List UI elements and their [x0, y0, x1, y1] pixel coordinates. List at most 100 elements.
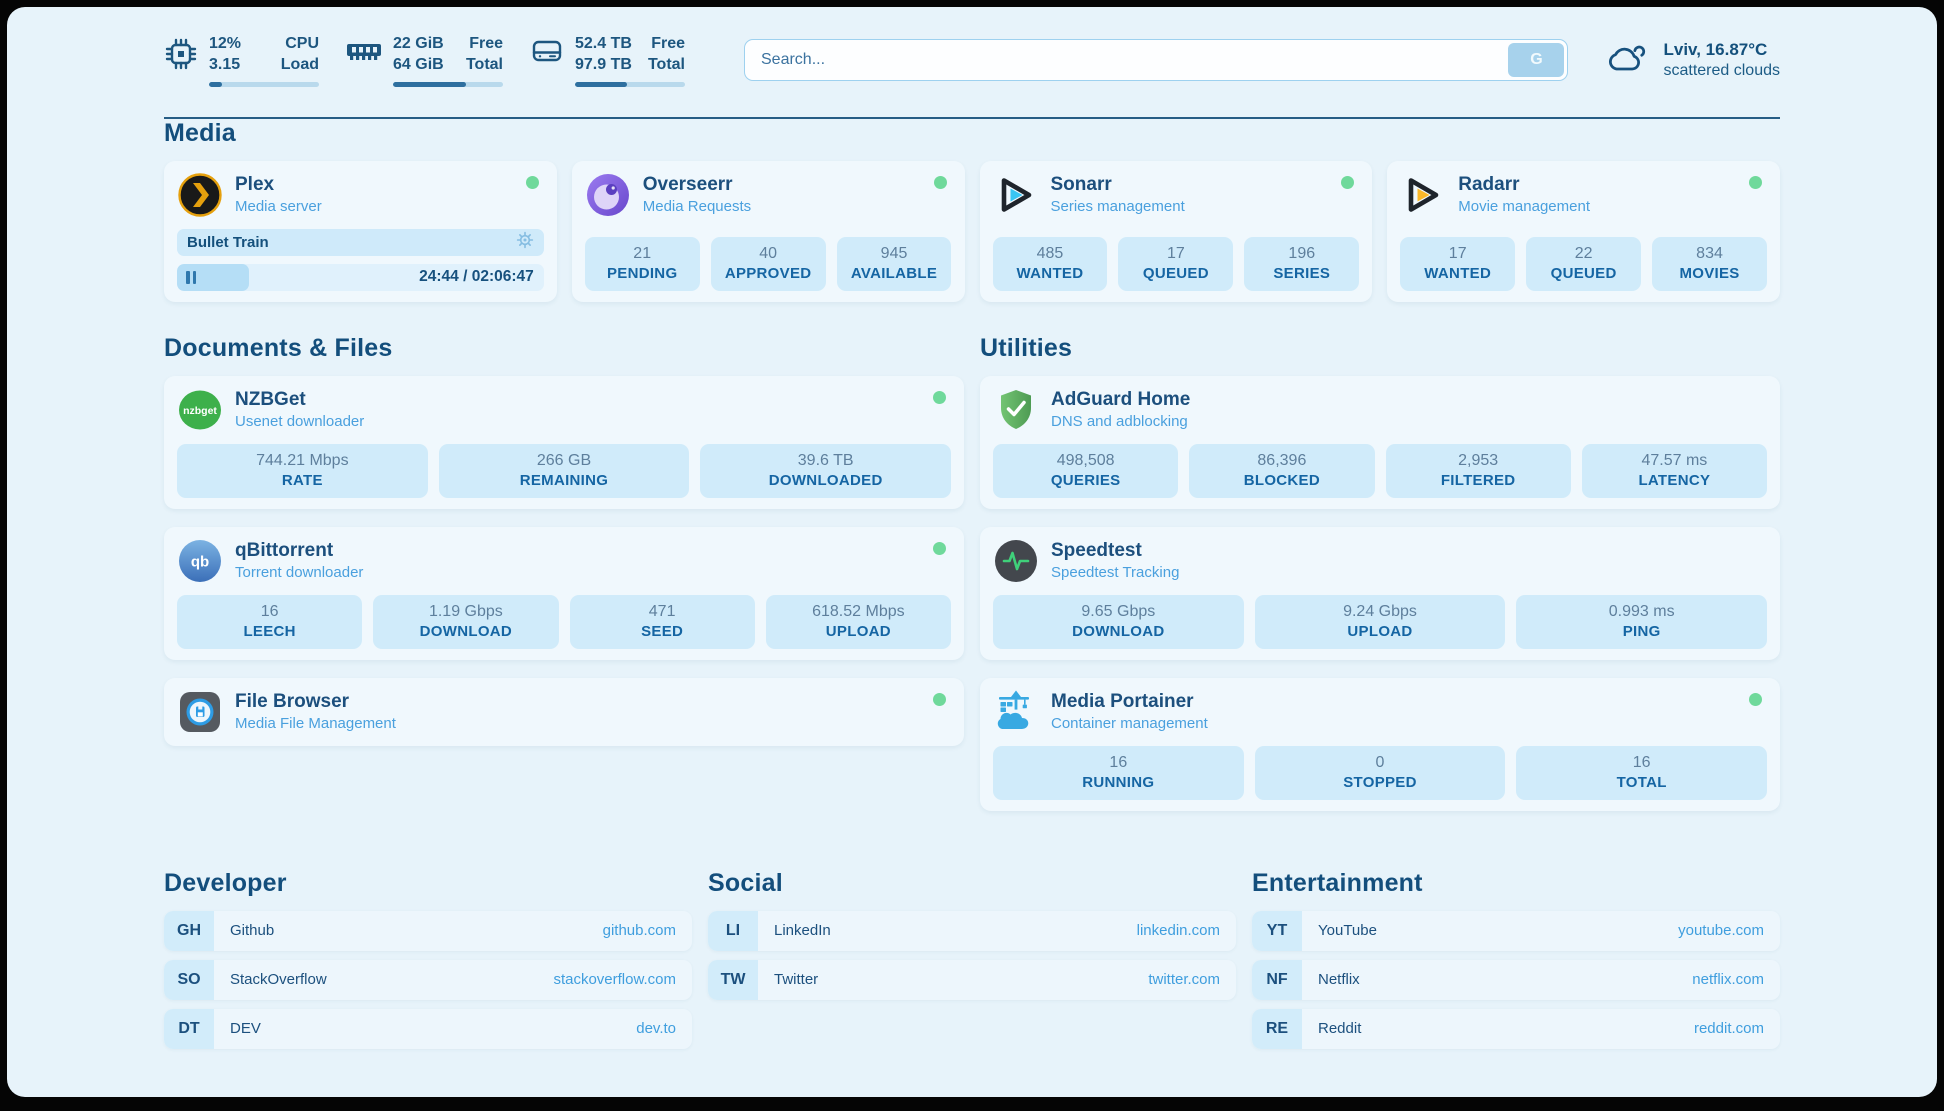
top-bar: 12% CPU 3.15 Load	[164, 7, 1780, 87]
stat-value: 47.57 ms	[1641, 452, 1708, 470]
stat-label: SEED	[641, 623, 684, 641]
stat-tile: 471 SEED	[569, 594, 755, 649]
status-dot	[1341, 175, 1355, 189]
now-playing-progress-bar: 24:44 / 02:06:47	[177, 263, 544, 291]
link-badge: RE	[1252, 1008, 1302, 1049]
stat-tile: 744.21 Mbps RATE	[177, 443, 428, 498]
app-subtitle: Usenet downloader	[235, 413, 365, 431]
link-name: Twitter	[774, 971, 819, 989]
stat-value: 0.993 ms	[1608, 603, 1675, 621]
stat-label: STOPPED	[1343, 774, 1417, 792]
stat-label: DOWNLOADED	[768, 472, 883, 490]
link-name: YouTube	[1318, 922, 1377, 940]
qbittorrent-icon: qb	[177, 538, 223, 584]
cpu-usage-widget: 12% CPU 3.15 Load	[164, 34, 319, 87]
app-card-portainer[interactable]: Media Portainer Container management 16 …	[980, 677, 1780, 811]
app-card-nzbget[interactable]: nzbget NZBGet Usenet downloader 744.21 M…	[164, 375, 964, 509]
stat-value: 9.24 Gbps	[1343, 603, 1417, 621]
app-card-radarr[interactable]: Radarr Movie management 17 WANTED 22 QUE…	[1387, 160, 1780, 302]
app-subtitle: Media Requests	[642, 198, 752, 216]
link-row-youtube[interactable]: YT YouTube youtube.com	[1252, 910, 1780, 951]
disk-free-value: 52.4 TB	[575, 35, 632, 52]
app-title: Overseerr	[642, 174, 733, 196]
ram-free-value: 22 GiB	[393, 35, 444, 52]
gear-icon	[516, 231, 534, 254]
stat-tile: 945 AVAILABLE	[836, 236, 952, 291]
stat-tile: 47.57 ms LATENCY	[1581, 443, 1767, 498]
link-row-github[interactable]: GH Github github.com	[164, 910, 692, 951]
link-row-twitter[interactable]: TW Twitter twitter.com	[708, 959, 1236, 1000]
ram-usage-widget: 22 GiB Free 64 GiB Total	[346, 34, 503, 87]
overseerr-icon	[585, 172, 631, 218]
link-badge: NF	[1252, 959, 1302, 1000]
stat-tile: 0.993 ms PING	[1516, 594, 1767, 649]
stat-label: LEECH	[243, 623, 296, 641]
app-card-qbittorrent[interactable]: qb qBittorrent Torrent downloader 16 LEE…	[164, 526, 964, 660]
link-row-reddit[interactable]: RE Reddit reddit.com	[1252, 1008, 1780, 1049]
section-title-documents: Documents & Files	[164, 333, 393, 362]
status-dot	[1749, 175, 1762, 189]
stat-label: UPLOAD	[1347, 623, 1413, 641]
weather-location-temp: Lviv, 16.87°C	[1663, 40, 1768, 60]
weather-condition: scattered clouds	[1663, 62, 1780, 80]
ram-total-label: Total	[465, 55, 503, 73]
stat-value: 40	[759, 245, 778, 263]
stat-tile: 86,396 BLOCKED	[1189, 443, 1375, 498]
cpu-load-label: Load	[280, 55, 319, 73]
cloud-icon	[1604, 40, 1650, 81]
app-card-filebrowser[interactable]: File Browser Media File Management	[164, 677, 964, 746]
stat-value: 498,508	[1056, 452, 1115, 470]
stat-tile: 16 RUNNING	[993, 745, 1244, 800]
social-links: Social LI LinkedIn linkedin.com TW Twitt…	[708, 869, 1236, 1000]
link-row-stackoverflow[interactable]: SO StackOverflow stackoverflow.com	[164, 959, 692, 1000]
pause-icon	[186, 270, 196, 284]
stat-tile: 9.65 Gbps DOWNLOAD	[993, 594, 1244, 649]
stat-label: PING	[1622, 623, 1661, 641]
link-badge: SO	[164, 959, 214, 1000]
link-row-netflix[interactable]: NF Netflix netflix.com	[1252, 959, 1780, 1000]
stat-tile: 21 PENDING	[584, 236, 700, 291]
app-card-overseerr[interactable]: Overseerr Media Requests 21 PENDING 40 A…	[571, 160, 965, 302]
disk-progress-bar	[575, 81, 685, 87]
stat-tile: 196 SERIES	[1244, 236, 1360, 291]
stat-value: 196	[1288, 245, 1316, 263]
app-card-plex[interactable]: Plex Media server Bullet Train 24	[164, 160, 557, 302]
app-card-adguard[interactable]: AdGuard Home DNS and adblocking 498,508 …	[980, 375, 1780, 509]
link-row-dev[interactable]: DT DEV dev.to	[164, 1008, 692, 1049]
header-divider	[164, 116, 1780, 119]
cpu-label: CPU	[285, 35, 319, 52]
link-url: youtube.com	[1678, 922, 1764, 940]
stat-value: 16	[260, 603, 279, 621]
status-dot	[525, 175, 539, 189]
search-engine-button[interactable]: G	[1508, 43, 1565, 78]
portainer-icon	[993, 689, 1039, 735]
search-input[interactable]	[744, 39, 1569, 82]
ram-icon	[346, 37, 382, 70]
app-subtitle: Speedtest Tracking	[1051, 564, 1180, 582]
stat-value: 744.21 Mbps	[256, 452, 349, 470]
stat-tile: 17 WANTED	[1400, 236, 1516, 291]
stat-tile: 834 MOVIES	[1652, 236, 1767, 291]
stat-tile: 40 APPROVED	[710, 236, 826, 291]
app-card-speedtest[interactable]: Speedtest Speedtest Tracking 9.65 Gbps D…	[980, 526, 1780, 660]
stat-tile: 22 QUEUED	[1526, 236, 1642, 291]
status-dot	[933, 175, 947, 189]
stat-label: LATENCY	[1638, 472, 1711, 490]
stat-value: 86,396	[1257, 452, 1307, 470]
app-card-sonarr[interactable]: Sonarr Series management 485 WANTED 17 Q…	[979, 160, 1373, 302]
stat-value: 21	[633, 245, 652, 263]
stat-label: UPLOAD	[825, 623, 891, 641]
stat-value: 17	[1448, 245, 1467, 263]
stat-tile: 16 TOTAL	[1516, 745, 1767, 800]
link-row-linkedin[interactable]: LI LinkedIn linkedin.com	[708, 910, 1236, 951]
link-url: twitter.com	[1148, 971, 1220, 989]
stat-tile: 618.52 Mbps UPLOAD	[765, 594, 951, 649]
link-badge: LI	[708, 910, 758, 951]
stat-label: SERIES	[1273, 265, 1331, 283]
disk-usage-widget: 52.4 TB Free 97.9 TB Total	[530, 34, 685, 87]
app-title: Plex	[235, 174, 275, 196]
now-playing-row: Bullet Train	[177, 228, 544, 256]
link-url: linkedin.com	[1136, 922, 1220, 940]
status-dot	[933, 541, 946, 555]
link-name: Netflix	[1318, 971, 1360, 989]
